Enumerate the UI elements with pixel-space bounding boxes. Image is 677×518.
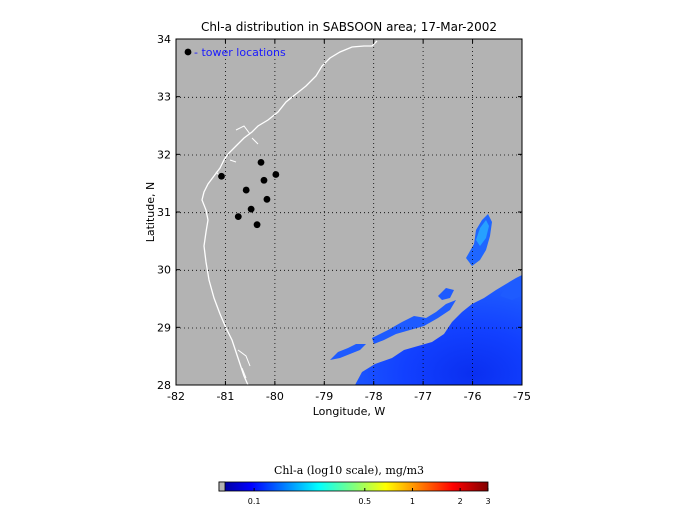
y-axis-label: Latitude, N bbox=[144, 182, 157, 243]
colorbar-tick-label: 0.1 bbox=[248, 497, 261, 506]
y-tick-label: 34 bbox=[157, 33, 171, 46]
y-tick-label: 32 bbox=[157, 148, 171, 161]
legend-marker bbox=[184, 48, 192, 56]
chl-patch-mid bbox=[372, 300, 456, 344]
chl-patch-small bbox=[438, 288, 454, 300]
x-tick-label: -80 bbox=[266, 390, 284, 403]
tower-points bbox=[218, 159, 280, 229]
y-tick-label: 33 bbox=[157, 91, 171, 104]
tower-point-5 bbox=[253, 221, 261, 229]
colorbar-tick-label: 1 bbox=[410, 497, 415, 506]
colorbar-label: Chl-a (log10 scale), mg/m3 bbox=[274, 464, 424, 477]
tower-point-7 bbox=[260, 176, 268, 184]
chl-patch-west bbox=[330, 344, 366, 360]
grid bbox=[176, 39, 522, 385]
colorbar-tick-label: 2 bbox=[458, 497, 463, 506]
tower-point-8 bbox=[263, 195, 271, 203]
chart-title: Chl-a distribution in SABSOON area; 17-M… bbox=[201, 20, 497, 34]
colorbar-ticks: 0.1 0.5 1 2 3 bbox=[248, 488, 491, 506]
x-tick-label: -75 bbox=[513, 390, 531, 403]
x-axis-label: Longitude, W bbox=[313, 405, 386, 418]
x-tick-label: -77 bbox=[414, 390, 432, 403]
y-tick-label: 31 bbox=[157, 206, 171, 219]
x-tick-label: -76 bbox=[464, 390, 482, 403]
chl-a-field bbox=[176, 39, 522, 385]
y-tick-label: 30 bbox=[157, 264, 171, 277]
tower-point-1 bbox=[218, 172, 225, 180]
x-tick-label: -81 bbox=[216, 390, 234, 403]
x-tick-label: -78 bbox=[365, 390, 383, 403]
tower-point-6 bbox=[257, 159, 265, 166]
legend: - tower locations bbox=[184, 46, 286, 59]
tower-point-9 bbox=[272, 171, 280, 178]
y-tick-label: 29 bbox=[157, 321, 171, 334]
colorbar-tick-label: 0.5 bbox=[358, 497, 371, 506]
colorbar bbox=[218, 481, 489, 492]
x-axis-ticks: -82 -81 -80 -79 -78 -77 -76 -75 bbox=[167, 39, 531, 403]
tower-point-3 bbox=[242, 186, 250, 194]
legend-label: - tower locations bbox=[194, 46, 286, 59]
x-tick-label: -79 bbox=[315, 390, 333, 403]
chl-patch-north-light bbox=[476, 220, 489, 246]
colorbar-tick-label: 3 bbox=[485, 497, 490, 506]
x-tick-label: -82 bbox=[167, 390, 185, 403]
coastline bbox=[201, 40, 378, 385]
chl-patch-east bbox=[500, 276, 522, 300]
y-tick-label: 28 bbox=[157, 379, 171, 392]
tower-point-2 bbox=[234, 213, 242, 221]
tower-point-4 bbox=[247, 205, 255, 213]
colorbar-underflow bbox=[218, 481, 226, 492]
y-axis-ticks: 28 29 30 31 32 33 34 bbox=[157, 33, 522, 392]
chl-patch-southeast bbox=[355, 275, 522, 385]
